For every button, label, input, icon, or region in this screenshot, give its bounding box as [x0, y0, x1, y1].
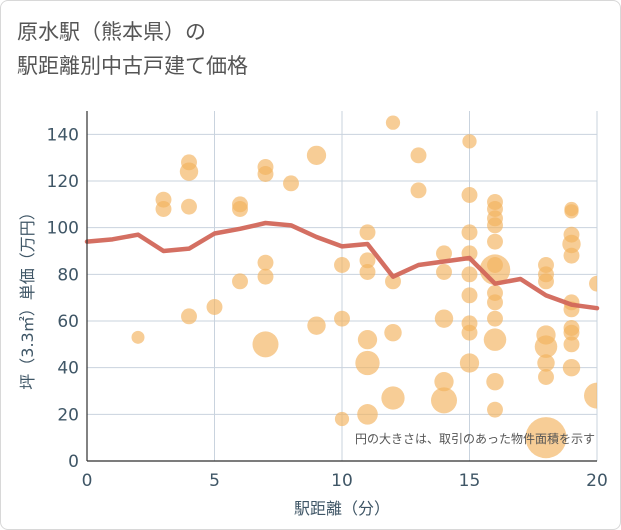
- x-tick-label: 10: [331, 471, 353, 491]
- data-point-bubble: [434, 372, 454, 392]
- data-point-bubble: [357, 330, 378, 350]
- x-tick-label: 15: [459, 471, 481, 491]
- data-point-bubble: [461, 187, 478, 203]
- data-point-bubble: [181, 308, 197, 325]
- chart-title: 原水駅（熊本県）の 駅距離別中古戸建て価格: [17, 15, 248, 83]
- data-point-bubble: [359, 224, 376, 241]
- y-tick-label: 20: [57, 405, 79, 425]
- data-point-bubble: [357, 404, 378, 425]
- data-point-bubble: [283, 175, 299, 192]
- data-point-bubble: [410, 182, 427, 199]
- data-point-bubble: [436, 245, 452, 262]
- data-point-bubble: [563, 247, 580, 264]
- data-point-bubble: [462, 134, 477, 149]
- data-point-bubble: [436, 264, 452, 280]
- data-point-bubble: [431, 387, 457, 414]
- data-point-bubble: [257, 254, 274, 271]
- data-point-bubble: [206, 299, 223, 315]
- data-point-bubble: [487, 310, 503, 327]
- data-point-bubble: [181, 198, 197, 215]
- data-point-bubble: [589, 275, 597, 292]
- data-point-bubble: [483, 328, 507, 351]
- data-point-bubble: [155, 201, 172, 217]
- axes: 0 5 10 15 20 0 20 40 60 80 100 120 140: [47, 111, 608, 491]
- x-tick-label: 5: [209, 471, 220, 491]
- chart-title-line-2: 駅距離別中古戸建て価格: [17, 54, 248, 78]
- x-tick-label: 20: [586, 471, 608, 491]
- data-point-bubble: [131, 330, 145, 344]
- chart-title-line-1: 原水駅（熊本県）の: [17, 20, 206, 44]
- data-point-bubble: [434, 309, 454, 328]
- data-point-bubble: [307, 316, 326, 335]
- data-point-bubble: [334, 310, 350, 327]
- y-axis-label: 坪（3.3㎡）単価（万円）: [18, 204, 37, 389]
- data-point-bubble: [359, 252, 376, 269]
- y-tick-label: 40: [57, 359, 79, 379]
- data-point-bubble: [257, 166, 274, 182]
- data-point-bubble: [537, 354, 555, 372]
- data-point-bubble: [563, 336, 580, 353]
- data-point-bubble: [385, 273, 401, 290]
- data-point-bubble: [179, 162, 199, 181]
- data-point-bubble: [487, 233, 503, 250]
- data-point-bubble: [355, 350, 380, 376]
- data-point-bubble: [459, 353, 480, 373]
- data-point-bubble: [562, 358, 581, 377]
- x-axis-label: 駅距離（分）: [294, 499, 390, 518]
- data-point-bubble: [359, 264, 376, 280]
- data-point-bubble: [564, 204, 579, 219]
- data-point-bubble: [461, 324, 478, 341]
- data-point-bubble: [461, 224, 478, 241]
- average-line-series: [84, 220, 600, 311]
- data-point-bubble: [334, 411, 350, 427]
- data-point-bubble: [381, 386, 405, 410]
- data-point-bubble: [257, 268, 274, 285]
- y-tick-label: 80: [57, 265, 79, 285]
- data-point-bubble: [487, 401, 503, 418]
- data-point-bubble: [538, 273, 554, 290]
- data-point-bubble: [334, 257, 350, 273]
- data-point-bubble: [232, 273, 248, 290]
- data-point-bubble: [538, 369, 554, 385]
- data-point-bubble: [232, 201, 248, 217]
- grid-lines: [87, 111, 598, 461]
- data-point-bubble: [461, 266, 478, 283]
- data-point-bubble: [534, 335, 558, 358]
- data-point-bubble: [486, 372, 504, 391]
- y-tick-label: 100: [47, 219, 79, 239]
- bubble-size-note: 円の大きさは、取引のあった物件面積を示す: [355, 431, 595, 446]
- data-point-bubble: [385, 115, 401, 130]
- y-tick-label: 60: [57, 312, 79, 332]
- bubble-series: [131, 115, 597, 459]
- data-point-bubble: [384, 323, 402, 342]
- data-point-bubble: [525, 417, 567, 459]
- data-point-bubble: [487, 294, 503, 311]
- x-tick-label: 0: [82, 471, 93, 491]
- data-point-bubble: [252, 331, 279, 358]
- y-tick-label: 140: [47, 125, 79, 145]
- data-point-bubble: [306, 145, 327, 165]
- data-point-bubble: [562, 234, 581, 254]
- data-point-bubble: [487, 217, 503, 234]
- data-point-bubble: [410, 147, 427, 164]
- data-point-bubble: [461, 287, 478, 304]
- average-price-line: [84, 220, 600, 311]
- y-tick-label: 120: [47, 172, 79, 192]
- y-tick-label: 0: [68, 452, 79, 472]
- data-point-bubble: [584, 382, 597, 409]
- data-point-bubble: [563, 324, 580, 341]
